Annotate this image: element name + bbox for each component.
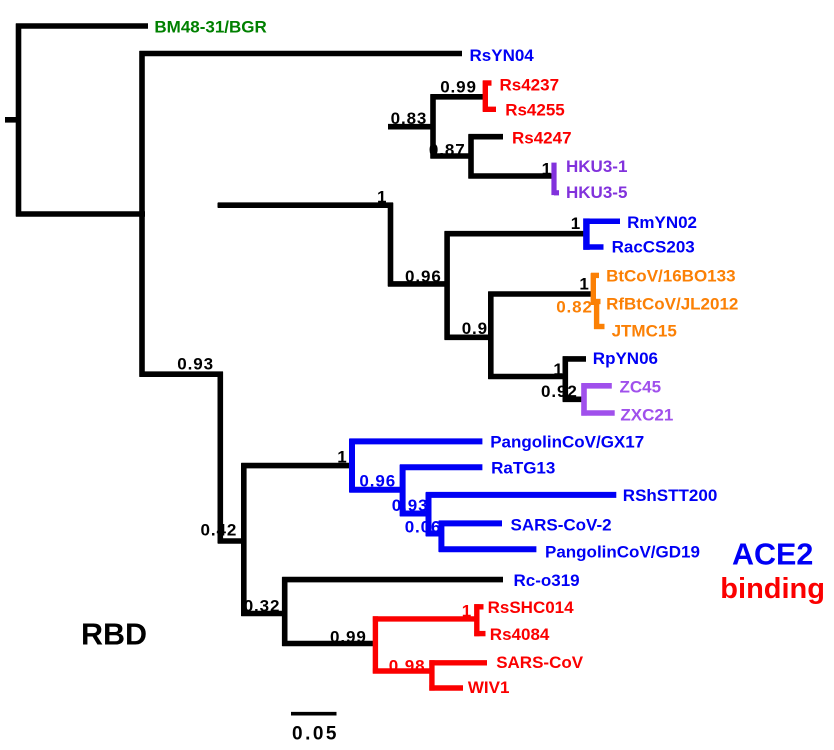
svg-text:ZC45: ZC45 [620,378,662,397]
svg-text:BtCoV/16BO133: BtCoV/16BO133 [606,266,735,285]
svg-text:0.92: 0.92 [541,382,578,401]
svg-text:0.42: 0.42 [201,521,238,540]
svg-text:RacCS203: RacCS203 [612,238,695,257]
svg-text:1: 1 [462,601,472,620]
svg-text:JTMC15: JTMC15 [612,322,677,341]
svg-text:RBD: RBD [81,618,147,652]
svg-text:Rs4255: Rs4255 [505,100,565,119]
svg-text:0.05: 0.05 [292,724,339,745]
svg-text:0.87: 0.87 [429,140,466,159]
svg-text:1: 1 [542,160,552,179]
svg-text:Rs4084: Rs4084 [490,625,550,644]
svg-text:RmYN02: RmYN02 [627,213,697,232]
svg-text:1: 1 [377,187,387,206]
svg-text:0.82: 0.82 [556,298,593,317]
svg-text:WIV1: WIV1 [468,678,510,697]
svg-text:SARS-CoV: SARS-CoV [496,653,584,672]
svg-text:RaTG13: RaTG13 [491,459,555,478]
svg-text:RpYN06: RpYN06 [593,349,658,368]
svg-text:0.98: 0.98 [389,656,426,675]
svg-text:1: 1 [571,214,581,233]
svg-text:0.96: 0.96 [405,267,442,286]
svg-text:Rc-o319: Rc-o319 [514,571,580,590]
svg-text:0.9: 0.9 [462,319,488,338]
svg-text:RsYN04: RsYN04 [470,46,535,65]
svg-text:PangolinCoV/GD19: PangolinCoV/GD19 [545,542,700,561]
svg-text:RsSHC014: RsSHC014 [488,598,575,617]
svg-text:HKU3-5: HKU3-5 [566,183,627,202]
svg-text:0.93: 0.93 [177,355,214,374]
svg-text:RShSTT200: RShSTT200 [623,486,717,505]
svg-text:0.99: 0.99 [330,627,367,646]
svg-text:0.32: 0.32 [244,597,281,616]
svg-text:0.96: 0.96 [359,471,396,490]
svg-text:0.99: 0.99 [440,78,477,97]
svg-text:0.83: 0.83 [391,109,428,128]
svg-text:binding: binding [720,573,825,605]
svg-text:Rs4237: Rs4237 [500,75,560,94]
svg-text:SARS-CoV-2: SARS-CoV-2 [511,516,612,535]
svg-text:0.06: 0.06 [405,518,442,537]
svg-text:1: 1 [337,448,347,467]
svg-text:BM48-31/BGR: BM48-31/BGR [154,17,266,36]
svg-text:0.93: 0.93 [392,496,429,515]
svg-text:ACE2: ACE2 [732,538,813,572]
svg-text:ZXC21: ZXC21 [620,405,673,424]
svg-text:1: 1 [553,360,563,379]
svg-text:1: 1 [579,275,589,294]
svg-text:PangolinCoV/GX17: PangolinCoV/GX17 [490,433,644,452]
svg-text:RfBtCoV/JL2012: RfBtCoV/JL2012 [606,295,738,314]
svg-text:Rs4247: Rs4247 [512,128,572,147]
svg-text:HKU3-1: HKU3-1 [566,157,627,176]
